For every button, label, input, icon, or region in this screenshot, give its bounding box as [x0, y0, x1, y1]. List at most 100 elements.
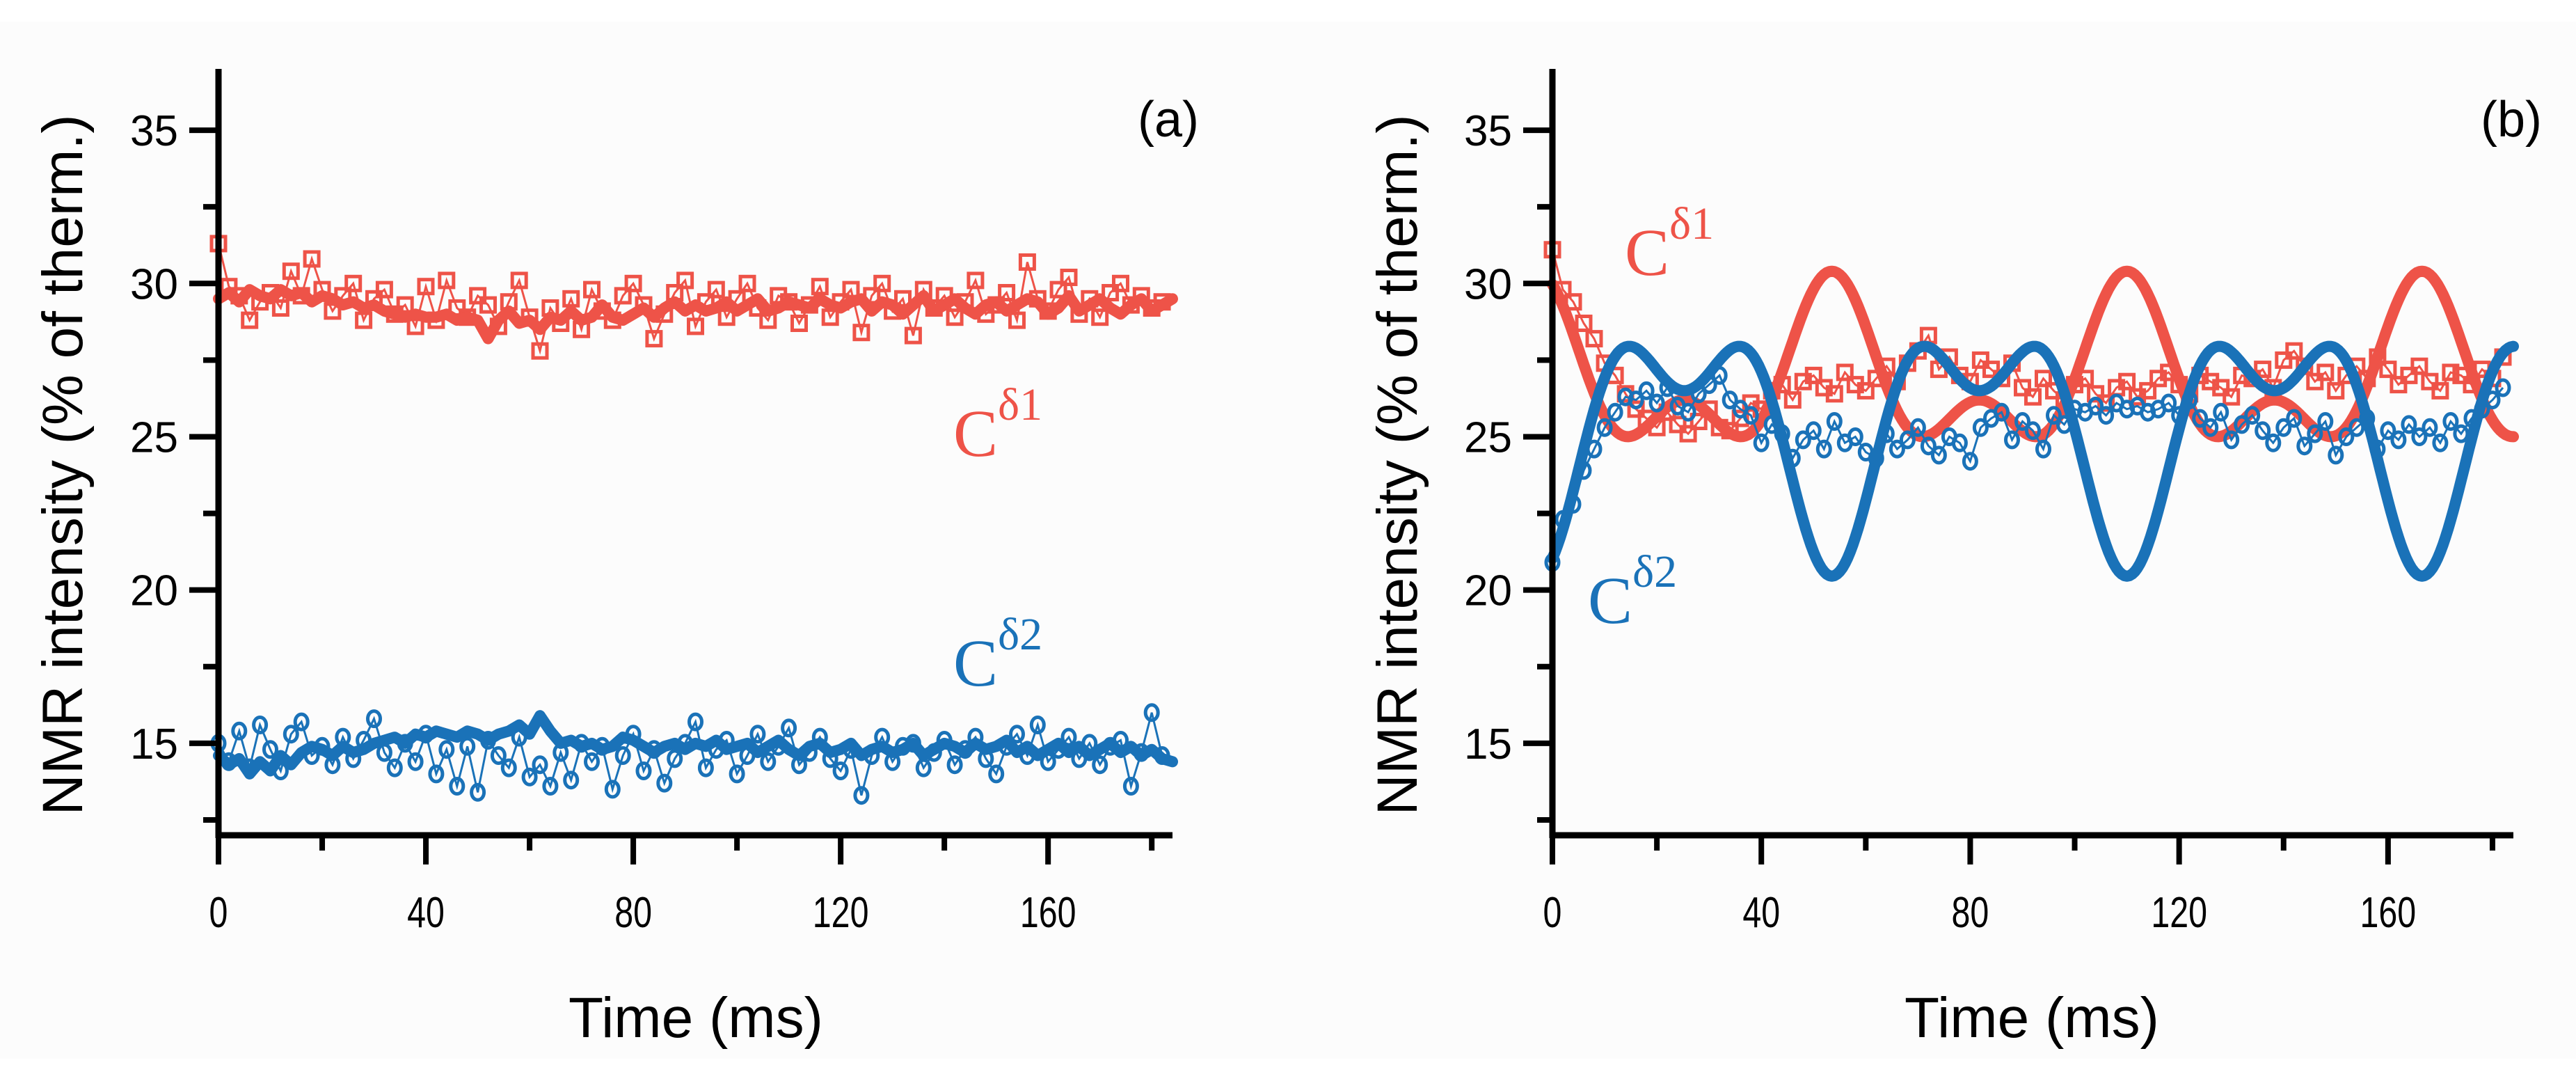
panel-b: 0 40 80 120 160 15 20 25 30 35 (b) Time (ms) NMR …	[1366, 69, 2542, 1050]
panel-a-cdelta2-data-point	[542, 777, 559, 796]
panel-b-cdelta2-data-point	[1909, 418, 1926, 437]
panel-b-cdelta1-data-point	[1627, 400, 1645, 418]
panel-b-cdelta2-data-point	[2286, 409, 2303, 428]
panel-a-cdelta2-data-point	[1060, 727, 1077, 747]
panel-b-cdelta1-data-point	[2400, 366, 2418, 384]
panel-a-label: (a)	[1138, 92, 1199, 148]
panel-a-x-tick-label: 80	[614, 888, 652, 936]
panel-a-cdelta1-data-point	[717, 308, 736, 326]
panel-b-cdelta2-data-point	[2442, 412, 2459, 431]
panel-b-cdelta1-data-point	[2431, 381, 2449, 400]
panel-b-cdelta1-data-point	[2223, 388, 2241, 406]
panel-a-cdelta2-data-point	[656, 773, 673, 793]
panel-a-cdelta1-data-point	[946, 308, 964, 326]
panel-a-y-tick-label: 20	[130, 567, 178, 615]
panel-b-cdelta1-data-point	[2254, 361, 2272, 379]
panel-a-cdelta1-data-point	[1049, 281, 1067, 299]
panel-b-cdelta2-data-point	[2296, 436, 2313, 456]
panel-b-cdelta1-data-point	[2379, 361, 2397, 379]
panel-a-cdelta1-data-point	[241, 311, 259, 329]
panel-a: 0 40 80 120 160 15 20 25 30 35 (a) Time (ms) NMR …	[31, 69, 1199, 1050]
panel-a-cdelta1-data-point	[1018, 253, 1036, 271]
panel-b-cdelta2-data-point	[2317, 412, 2334, 431]
panel-a-cdelta1-data-point	[904, 326, 922, 345]
panel-b-cdelta2-data-point	[2255, 421, 2271, 441]
panel-b-cdelta1-data-point	[2390, 376, 2408, 394]
panel-a-cdelta2-data-point	[853, 786, 870, 805]
panel-a-cdelta1-data-point	[282, 262, 300, 281]
panel-b-axes	[1549, 69, 2513, 839]
panel-b-cdelta2-data-point	[1648, 393, 1665, 413]
panel-a-cdelta1-data-point	[790, 315, 808, 332]
panel-a-cdelta1-data-point	[687, 317, 704, 335]
panel-a-cdelta1-data-point	[531, 342, 549, 360]
panel-a-cdelta2-data-point	[1143, 703, 1160, 722]
panel-a-cdelta2-data-point	[1029, 716, 1046, 734]
panel-a-cdelta1-data-point	[303, 250, 321, 268]
panel-b-cdelta2-data-point	[2004, 430, 2020, 450]
panel-a-cdelta1-data-point	[894, 290, 912, 308]
panel-b-cdelta1-data-point	[2285, 342, 2303, 360]
panel-a-cdelta2-data-point	[988, 764, 1005, 784]
panel-a-cdelta1-data-point	[271, 299, 289, 317]
panel-b-cdelta2-data-point	[1680, 402, 1696, 422]
panel-b-cdelta2-data-point	[1994, 402, 2010, 422]
panel-b-cdelta2-data-point	[2244, 406, 2261, 425]
panel-b-cdelta1-data-point	[2212, 379, 2230, 397]
panel-b-cdelta2-data-point	[1795, 430, 1811, 450]
panel-a-cdelta2-data-point	[1092, 755, 1108, 775]
panel-b-cdelta2-data-point	[2213, 402, 2229, 422]
panel-b-cdelta1-data-point	[2306, 372, 2324, 390]
panel-a-x-tick-label: 0	[209, 888, 228, 936]
panel-a-cdelta2-data-point	[252, 716, 269, 734]
panel-a-x-tick-label: 160	[1020, 888, 1076, 936]
panel-b-cdelta2-data-point	[1847, 427, 1863, 446]
panel-a-cdelta1-data-point	[375, 281, 393, 299]
panel-b-cdelta1-data-point	[1679, 425, 1697, 443]
panel-b-cdelta2-data-point	[1889, 439, 1905, 459]
panel-b-cdelta2-data-point	[1826, 412, 1843, 431]
panel-a-cdelta2-data-point	[459, 736, 476, 756]
panel-b-cdelta1-data-point	[2410, 357, 2428, 375]
panel-b-cdelta1-data-point	[1585, 330, 1603, 348]
panel-b-cdelta2-data-point	[2380, 421, 2396, 441]
panel-a-x-axis-title: Time (ms)	[569, 986, 823, 1050]
panel-a-cdelta2-data-point	[262, 740, 278, 759]
panel-b-label-cdelta2-sup: δ2	[1632, 546, 1677, 597]
panel-b-cdelta2-data-point	[2223, 430, 2240, 450]
panel-a-cdelta1-data-point	[583, 281, 601, 299]
panel-b-cdelta1-data-point	[2275, 351, 2293, 369]
panel-b-cdelta1-data-point	[1669, 416, 1687, 434]
panel-b-cdelta2-data-point	[1753, 433, 1770, 452]
panel-a-cdelta1-data-point	[676, 271, 694, 290]
panel-a-cdelta2-data-point	[832, 761, 849, 780]
panel-b-cdelta1-data-point	[2316, 363, 2335, 381]
panel-a-cdelta2-data-point	[760, 752, 777, 771]
panel-a-cdelta2-data-point	[231, 721, 248, 741]
panel-b-cdelta2-data-point	[1805, 421, 1822, 441]
panel-b-cdelta2-data-point	[1962, 452, 1978, 471]
panel-a-cdelta2-data-point	[563, 771, 580, 790]
panel-a-y-tick-label: 35	[130, 107, 178, 155]
panel-a-cdelta2-data-point	[781, 718, 797, 738]
panel-b-cdelta1-data-point	[1971, 351, 1989, 369]
panel-a-cdelta2-data-point	[532, 755, 548, 775]
panel-b-cdelta1-data-point	[1825, 385, 1843, 403]
panel-b-cdelta1-data-point	[2014, 379, 2031, 397]
panel-b-cdelta1-data-point	[2327, 381, 2345, 400]
panel-b-cdelta1-fit-curve	[1547, 265, 2519, 443]
panel-b-cdelta2-data-point	[1596, 418, 1613, 437]
panel-b-cdelta2-data-point	[1972, 418, 1989, 437]
panel-b-cdelta2-data-point	[1815, 439, 1832, 459]
panel-a-cdelta2-data-point	[438, 740, 455, 759]
panel-a-cdelta1-data-point	[645, 330, 663, 348]
panel-b-cdelta2-data-point	[2098, 406, 2115, 425]
panel-b-cdelta1-data-point	[2097, 394, 2115, 412]
panel-b-label-cdelta1: Cδ1	[1625, 198, 1714, 290]
panel-b-label-cdelta1-base: C	[1625, 215, 1669, 290]
panel-b-cdelta2-data-point	[2432, 433, 2449, 452]
panel-b-cdelta2-data-point	[2161, 393, 2177, 413]
panel-a-label-cdelta2-base: C	[953, 626, 998, 700]
panel-b-x-tick-label: 80	[1952, 888, 1989, 936]
